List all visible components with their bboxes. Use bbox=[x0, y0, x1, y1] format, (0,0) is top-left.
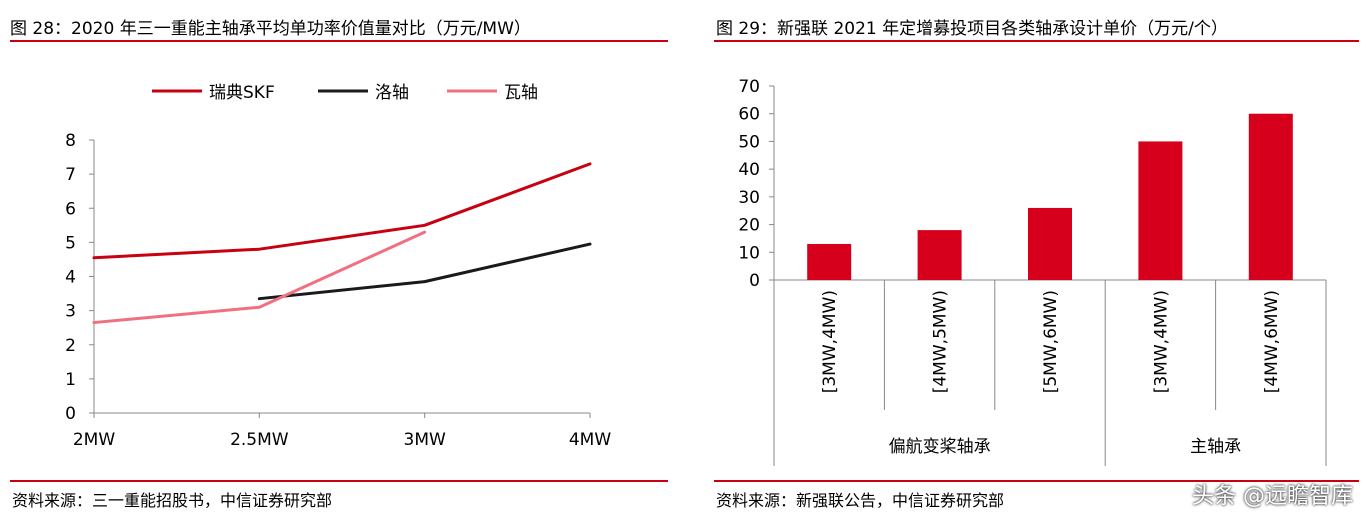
y-tick-label: 6 bbox=[65, 199, 76, 219]
y-tick-label: 60 bbox=[738, 105, 760, 125]
x-tick-label: 3MW bbox=[404, 430, 446, 450]
legend-label-3: 瓦轴 bbox=[504, 83, 538, 103]
y-tick-label: 1 bbox=[65, 370, 76, 390]
y-tick-label: 7 bbox=[65, 165, 76, 185]
x-tick-label: 2.5MW bbox=[230, 430, 289, 450]
x-category-label: [3MW,4MW) bbox=[1151, 290, 1171, 393]
x-category-label: [5MW,6MW) bbox=[1041, 290, 1061, 393]
left-source-rule bbox=[10, 480, 668, 482]
y-tick-label: 4 bbox=[65, 268, 76, 288]
left-figure-title: 图 28：2020 年三一重能主轴承平均单功率价值量对比（万元/MW） bbox=[10, 19, 531, 39]
group-label-1: 偏航变桨轴承 bbox=[889, 437, 991, 457]
bar-chart: 0 10 20 30 40 50 60 70 [3MW,4MW) [4MW,5MW) [5MW,6M… bbox=[738, 77, 1327, 466]
left-title-rule bbox=[10, 40, 668, 42]
bar-2 bbox=[917, 230, 962, 280]
right-source-rule bbox=[714, 480, 1359, 482]
y-tick-label: 70 bbox=[738, 77, 760, 97]
watermark: 头条 @远瞻智库 bbox=[1192, 484, 1353, 509]
y-tick-label: 10 bbox=[738, 243, 760, 263]
legend-label-2: 洛轴 bbox=[375, 83, 409, 103]
x-category-label: [4MW,6MW) bbox=[1262, 290, 1282, 393]
y-tick-label: 40 bbox=[738, 160, 760, 180]
right-source-note: 资料来源：新强联公告，中信证券研究部 bbox=[716, 491, 1005, 510]
x-category-label: [4MW,5MW) bbox=[931, 290, 951, 393]
series-line-3 bbox=[92, 230, 427, 325]
legend-label-1: 瑞典SKF bbox=[209, 83, 275, 103]
y-tick-label: 50 bbox=[738, 132, 760, 152]
y-tick-label: 30 bbox=[738, 188, 760, 208]
right-figure-title: 图 29：新强联 2021 年定增募投项目各类轴承设计单价（万元/个） bbox=[716, 19, 1228, 39]
x-tick-label: 2MW bbox=[73, 430, 115, 450]
x-category-label: [3MW,4MW) bbox=[820, 290, 840, 393]
bar-5 bbox=[1248, 113, 1293, 280]
bar-1 bbox=[807, 243, 852, 280]
y-tick-label: 8 bbox=[65, 131, 76, 151]
left-figure: 图 28：2020 年三一重能主轴承平均单功率价值量对比（万元/MW） 0 1 2 3… bbox=[0, 0, 680, 521]
y-tick-label: 2 bbox=[65, 336, 76, 356]
series-line-1 bbox=[92, 162, 592, 260]
right-title-rule bbox=[714, 40, 1359, 42]
line-chart: 0 1 2 3 4 5 6 7 8 2MW 2.5MW 3MW 4MW 瑞典SKF 洛轴 瓦轴 bbox=[65, 83, 611, 450]
group-label-2: 主轴承 bbox=[1190, 437, 1241, 457]
y-tick-label: 20 bbox=[738, 216, 760, 236]
y-tick-label: 5 bbox=[65, 233, 76, 253]
series-line-2 bbox=[257, 242, 592, 301]
bar-4 bbox=[1138, 141, 1183, 280]
right-figure: 图 29：新强联 2021 年定增募投项目各类轴承设计单价（万元/个） 0 10 2… bbox=[712, 0, 1367, 521]
y-tick-label: 3 bbox=[65, 302, 76, 322]
left-source-note: 资料来源：三一重能招股书，中信证券研究部 bbox=[12, 491, 333, 510]
y-tick-label: 0 bbox=[749, 271, 760, 291]
y-tick-label: 0 bbox=[65, 404, 76, 424]
bar-3 bbox=[1028, 207, 1072, 280]
x-tick-label: 4MW bbox=[569, 430, 611, 450]
